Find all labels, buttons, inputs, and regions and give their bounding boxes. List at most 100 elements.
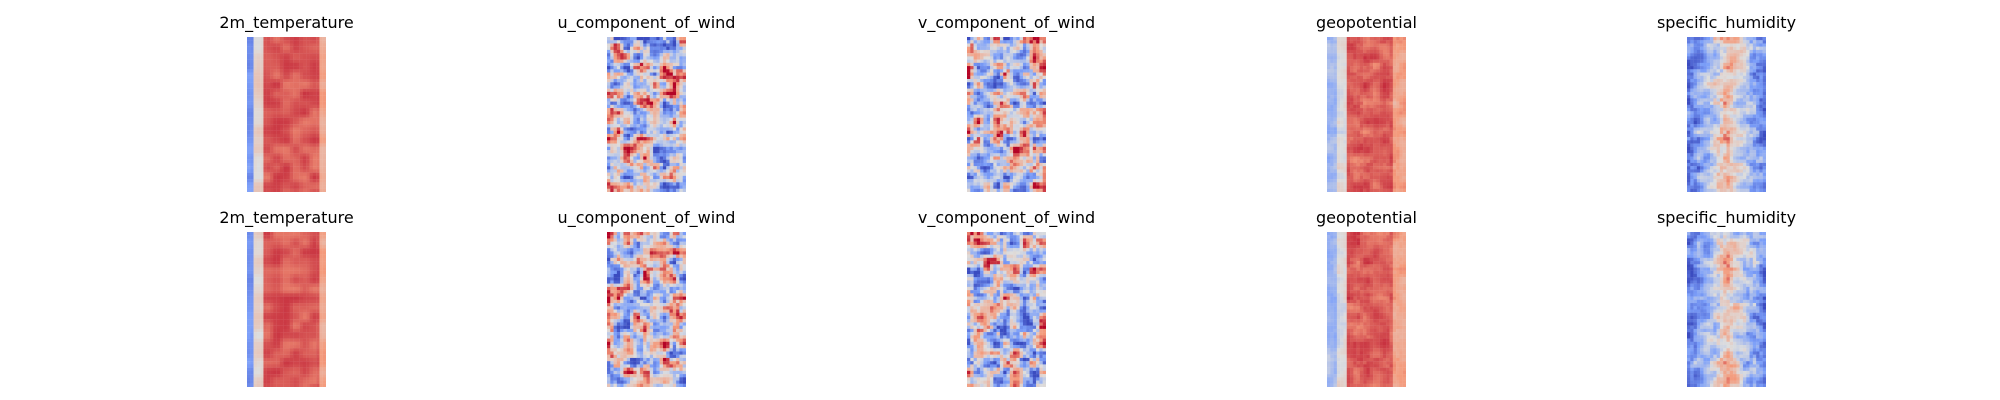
heatmap-cell: [672, 175, 677, 180]
heatmap-cell: [273, 175, 277, 180]
heatmap-cell: [1016, 91, 1020, 96]
heatmap-cell: [616, 37, 621, 41]
heatmap-cell: [270, 159, 274, 164]
heatmap-cell: [1353, 127, 1357, 131]
heatmap-cell: [649, 114, 654, 118]
heatmap-cell: [1373, 75, 1377, 80]
heatmap-cell: [666, 46, 670, 51]
heatmap-cell: [623, 172, 627, 177]
heatmap-cell: [1026, 175, 1030, 180]
heatmap-cell: [1373, 91, 1377, 96]
heatmap-cell: [976, 62, 981, 67]
heatmap-cell: [1382, 59, 1387, 63]
heatmap-cell: [1726, 59, 1730, 63]
heatmap-cell: [669, 185, 673, 189]
heatmap-cell: [986, 153, 991, 157]
heatmap-cell: [1402, 49, 1406, 54]
heatmap-cell: [1386, 49, 1390, 54]
heatmap-cell: [1359, 150, 1364, 154]
heatmap-cell: [1700, 59, 1704, 63]
heatmap-cell: [653, 53, 657, 57]
heatmap-cell: [653, 98, 657, 102]
heatmap-cell: [649, 104, 654, 109]
heatmap-cell: [1340, 108, 1344, 112]
heatmap-cell: [1333, 117, 1338, 122]
heatmap-cell: [1392, 69, 1397, 73]
heatmap-cell: [316, 175, 320, 180]
heatmap-cell: [283, 59, 287, 63]
heatmap-cell: [676, 153, 680, 157]
heatmap-cell: [682, 75, 686, 80]
heatmap-cell: [1336, 56, 1341, 60]
heatmap-cell: [299, 82, 304, 86]
heatmap-cell: [1742, 75, 1747, 80]
heatmap-cell: [309, 162, 313, 167]
heatmap-cell: [676, 49, 680, 54]
heatmap-cell: [1019, 140, 1024, 144]
heatmap-cell: [1373, 130, 1377, 135]
heatmap-cell: [1710, 56, 1714, 60]
heatmap-cell: [970, 185, 974, 189]
heatmap-cell: [289, 117, 294, 122]
heatmap-cell: [986, 82, 991, 86]
heatmap-cell: [1013, 78, 1017, 83]
heatmap-cell: [636, 98, 641, 102]
heatmap-cell: [1022, 56, 1027, 60]
heatmap-cell: [1327, 137, 1331, 141]
heatmap-cell: [309, 179, 313, 183]
heatmap-cell: [1009, 162, 1014, 167]
heatmap-cell: [1356, 117, 1361, 122]
heatmap-cell: [293, 111, 297, 115]
heatmap-cell: [1032, 137, 1037, 141]
heatmap-cell: [289, 98, 294, 102]
heatmap-cell: [1346, 111, 1351, 115]
heatmap-cell: [1019, 59, 1024, 63]
heatmap-cell: [250, 130, 254, 135]
heatmap-cell: [616, 82, 621, 86]
heatmap-cell: [253, 75, 258, 80]
heatmap-cell: [256, 153, 261, 157]
heatmap-cell: [659, 69, 664, 73]
heatmap-cell: [990, 117, 994, 122]
heatmap-cell: [312, 153, 317, 157]
heatmap-cell: [999, 72, 1004, 76]
heatmap-cell: [1346, 124, 1351, 128]
heatmap-cell: [610, 69, 614, 73]
heatmap-cell: [990, 156, 994, 160]
heatmap-cell: [1399, 49, 1403, 54]
heatmap-cell: [1006, 72, 1010, 76]
heatmap-cell: [1376, 120, 1380, 125]
heatmap-cell: [672, 72, 677, 76]
heatmap-cell: [996, 166, 1001, 170]
heatmap-cell: [276, 49, 281, 54]
heatmap-cell: [666, 40, 670, 44]
heatmap-cell: [1759, 62, 1763, 67]
heatmap-cell: [636, 37, 641, 41]
heatmap-cell: [1756, 69, 1760, 73]
heatmap-cell: [1029, 146, 1033, 151]
heatmap-cell: [263, 37, 267, 41]
heatmap-cell: [1696, 78, 1701, 83]
heatmap-cell: [256, 172, 261, 177]
heatmap-cell: [319, 146, 323, 151]
heatmap-cell: [1022, 166, 1027, 170]
heatmap-cell: [1376, 150, 1380, 154]
heatmap-cell: [1392, 169, 1397, 173]
heatmap-cell: [1399, 95, 1403, 99]
heatmap-cell: [1749, 72, 1753, 76]
heatmap-cell: [643, 46, 647, 51]
heatmap-cell: [270, 101, 274, 105]
heatmap-cell: [1729, 40, 1734, 44]
heatmap-cell: [1399, 188, 1403, 192]
heatmap-cell: [309, 159, 313, 164]
heatmap-cell: [266, 91, 271, 96]
heatmap-cell: [662, 156, 667, 160]
heatmap-cell: [633, 98, 637, 102]
heatmap-cell: [1039, 124, 1043, 128]
heatmap-cell: [1396, 162, 1400, 167]
heatmap-cell: [999, 140, 1004, 144]
heatmap-cell: [679, 95, 683, 99]
heatmap-cell: [309, 104, 313, 109]
heatmap-cell: [1009, 182, 1014, 186]
heatmap-cell: [1343, 117, 1347, 122]
